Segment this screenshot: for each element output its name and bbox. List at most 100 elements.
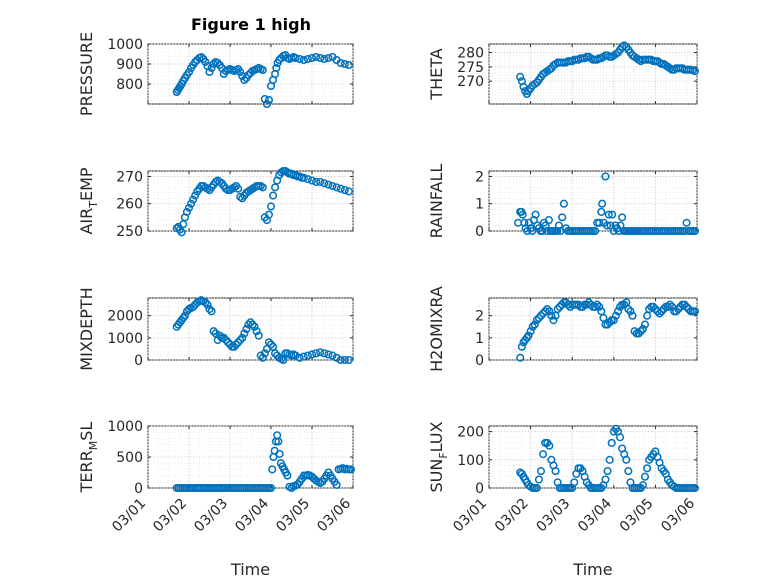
data-point (258, 183, 267, 192)
panel-terr-msl: 0 500 1000 03/01 03/02 03/03 03/04 03/05 03/06 TE… (77, 419, 356, 579)
data-point (316, 53, 325, 63)
data-point (316, 177, 325, 186)
data-point (316, 348, 325, 357)
data-point (578, 302, 587, 311)
data-point (603, 221, 612, 230)
data-point (264, 95, 274, 105)
data-point (248, 320, 257, 329)
x-tick-label: 03/03 (191, 496, 231, 536)
data-point (340, 355, 349, 365)
data-point (201, 57, 210, 67)
data-point (553, 305, 562, 314)
data-point (336, 355, 345, 365)
data-point (344, 187, 353, 196)
data-point (303, 175, 312, 184)
data-point (536, 467, 546, 476)
data-point (640, 320, 650, 329)
data-point (177, 228, 186, 237)
data-point (328, 181, 337, 191)
data-point (256, 351, 265, 360)
data-point (524, 331, 533, 340)
y-tick-label: 2 (475, 169, 484, 185)
y-axis-label-sun-flux: SUNFLUX (427, 421, 450, 492)
data-point (605, 318, 614, 327)
x-axis-label-terr-msl: Time (230, 560, 270, 579)
y-label-main: AIR (77, 208, 96, 235)
data-point (605, 455, 614, 464)
x-tick-label: 03/02 (150, 496, 190, 536)
data-point (182, 207, 191, 216)
y-tick-label: 0 (475, 353, 484, 369)
data-point (638, 481, 647, 490)
data-point (219, 333, 228, 342)
data-point (258, 353, 267, 362)
data-point (643, 464, 652, 473)
data-point (584, 298, 593, 307)
y-tick-label: 800 (116, 77, 143, 93)
y-tick-label: 250 (116, 224, 143, 240)
data-point (295, 54, 304, 64)
data-point (528, 226, 537, 236)
data-point (528, 322, 537, 331)
panel-rainfall: 0 1 2 RAINFALL (427, 164, 699, 240)
data-point (615, 433, 625, 442)
panel-pressure: 800 900 1000 PRESSURE (77, 32, 354, 116)
data-point (340, 186, 349, 195)
x-tick-label: 03/03 (534, 496, 574, 536)
panel-h2omixra: 0 1 2 H2OMIXRA (427, 286, 699, 372)
data-point (232, 340, 241, 349)
panel-air-temp: 250 260 270 AIRTEMP (77, 166, 354, 240)
y-tick-label: 1000 (107, 331, 143, 347)
y-tick-label: 275 (457, 60, 484, 76)
data-point (638, 324, 647, 334)
data-point (332, 183, 341, 192)
data-point (191, 57, 200, 67)
data-point (518, 210, 527, 219)
data-point (324, 350, 333, 359)
y-tick-label: 900 (116, 57, 143, 73)
data-point (622, 455, 631, 464)
data-point (690, 307, 699, 316)
data-point (266, 202, 276, 211)
data-point (260, 349, 269, 358)
data-point (551, 467, 560, 476)
data-point (555, 302, 564, 311)
data-point (624, 305, 633, 314)
data-point (620, 300, 629, 309)
data-point (269, 191, 278, 200)
data-point (215, 331, 224, 340)
data-point (260, 94, 269, 104)
y-axis-label-terr-msl: TERRMSL (77, 422, 100, 494)
data-point (312, 52, 321, 62)
data-point (328, 351, 337, 360)
y-axis-label-air-temp: AIRTEMP (77, 167, 100, 234)
data-point (608, 210, 617, 219)
data-point (221, 336, 230, 345)
y-label-main: PRESSURE (77, 32, 96, 116)
data-point (242, 324, 251, 334)
data-point (189, 195, 198, 204)
x-tick-label: 03/04 (575, 495, 615, 535)
data-point (184, 67, 194, 77)
data-point (271, 349, 280, 358)
data-point (609, 316, 618, 325)
y-label-suffix: LUX (427, 421, 446, 452)
y-tick-label: 2000 (107, 309, 143, 325)
data-point (534, 313, 543, 322)
data-point (236, 336, 245, 345)
y-label-main: H2OMIXRA (427, 286, 446, 372)
data-point (532, 483, 541, 493)
y-label-subscript: T (87, 201, 100, 209)
data-point (213, 58, 222, 68)
data-point (541, 307, 550, 316)
data-point (312, 177, 321, 186)
data-point (184, 203, 194, 212)
y-tick-label: 270 (457, 74, 484, 90)
data-point (544, 216, 553, 225)
data-point (601, 475, 610, 484)
data-point (595, 302, 604, 311)
y-label-subscript: M (87, 441, 100, 451)
data-point (307, 176, 317, 185)
y-tick-label: 200 (457, 425, 484, 441)
